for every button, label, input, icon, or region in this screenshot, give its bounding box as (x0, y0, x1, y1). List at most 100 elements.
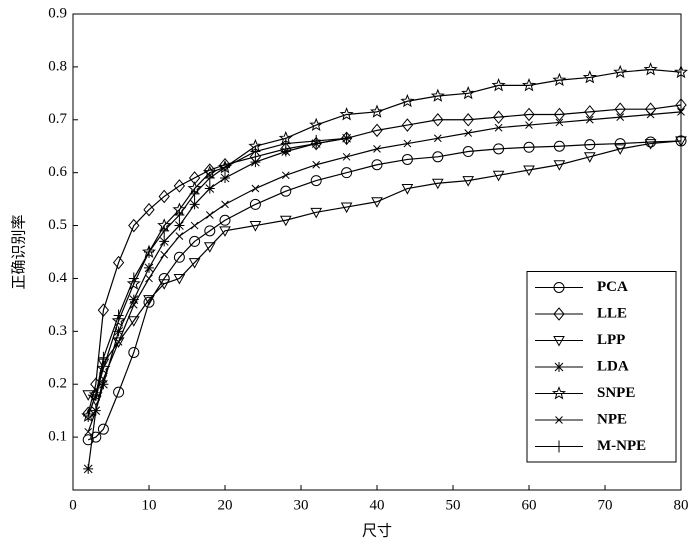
legend-label: LDA (597, 358, 629, 374)
marker (554, 440, 564, 453)
legend-label: NPE (597, 411, 627, 427)
x-tick-label: 40 (370, 497, 385, 513)
marker (111, 313, 126, 327)
marker (173, 179, 186, 193)
y-tick-label: 0.5 (48, 217, 67, 233)
marker (143, 202, 155, 217)
marker (174, 220, 185, 231)
marker (158, 189, 170, 204)
marker (250, 145, 261, 158)
y-axis-label: 正确识别率 (10, 214, 27, 289)
marker (83, 463, 94, 474)
marker (523, 141, 535, 153)
marker (523, 165, 535, 177)
marker (341, 132, 352, 145)
marker (220, 172, 230, 183)
x-tick-label: 50 (446, 497, 461, 513)
marker (553, 107, 566, 122)
marker (401, 118, 414, 132)
marker (219, 214, 231, 226)
series-line (87, 111, 682, 433)
marker (281, 171, 290, 180)
marker (555, 416, 563, 424)
marker (113, 309, 124, 322)
marker (126, 276, 141, 290)
marker (583, 152, 596, 163)
marker (310, 175, 322, 187)
marker (128, 346, 140, 358)
marker (643, 62, 658, 76)
marker (584, 105, 596, 119)
marker (173, 273, 186, 285)
marker (462, 112, 474, 127)
legend-label: LLE (597, 305, 627, 321)
marker (90, 388, 101, 401)
marker (339, 107, 354, 121)
marker (251, 184, 260, 193)
marker (128, 294, 139, 305)
x-tick-label: 30 (294, 497, 309, 513)
marker (203, 242, 216, 253)
marker (98, 351, 109, 364)
marker (99, 375, 108, 383)
marker (677, 107, 685, 116)
marker (129, 301, 138, 309)
y-tick-label: 0.7 (48, 111, 67, 127)
marker (204, 225, 216, 237)
marker (312, 160, 321, 169)
marker (400, 93, 415, 108)
series-line (87, 137, 347, 469)
marker (96, 360, 111, 375)
marker (493, 143, 505, 155)
marker (190, 221, 199, 230)
marker (219, 226, 231, 237)
legend-label: M-NPE (597, 438, 646, 454)
marker (553, 282, 565, 293)
legend-label: SNPE (597, 385, 635, 401)
x-tick-label: 20 (218, 497, 233, 513)
series-line (87, 137, 347, 417)
marker (204, 171, 215, 184)
y-tick-label: 0.8 (48, 58, 67, 74)
marker (145, 274, 153, 283)
marker (311, 134, 322, 147)
marker (144, 262, 154, 273)
marker (128, 218, 140, 233)
x-tick-label: 0 (69, 497, 77, 513)
marker (249, 221, 262, 232)
marker (673, 64, 689, 79)
marker (84, 427, 93, 436)
marker (309, 117, 324, 132)
marker (525, 121, 533, 129)
marker (279, 215, 292, 227)
marker (464, 129, 473, 137)
marker (205, 211, 214, 219)
marker (462, 176, 475, 187)
marker (188, 171, 201, 185)
marker (461, 85, 476, 100)
marker (371, 159, 383, 171)
marker (90, 431, 102, 443)
marker (189, 235, 201, 247)
marker (97, 303, 110, 317)
marker (83, 409, 94, 422)
y-tick-label: 0.9 (48, 5, 67, 21)
legend-label: PCA (597, 279, 628, 295)
x-tick-label: 70 (598, 497, 613, 513)
marker (613, 64, 628, 79)
marker (373, 145, 381, 153)
marker (554, 362, 564, 372)
marker (584, 139, 596, 151)
marker (340, 202, 353, 214)
y-tick-label: 0.3 (48, 323, 67, 339)
marker (112, 255, 125, 270)
y-tick-label: 0.6 (48, 164, 67, 180)
marker (675, 98, 687, 112)
marker (369, 104, 385, 118)
marker (645, 136, 657, 148)
marker (491, 78, 506, 92)
marker (113, 386, 125, 398)
marker (189, 199, 200, 210)
marker (143, 295, 155, 306)
